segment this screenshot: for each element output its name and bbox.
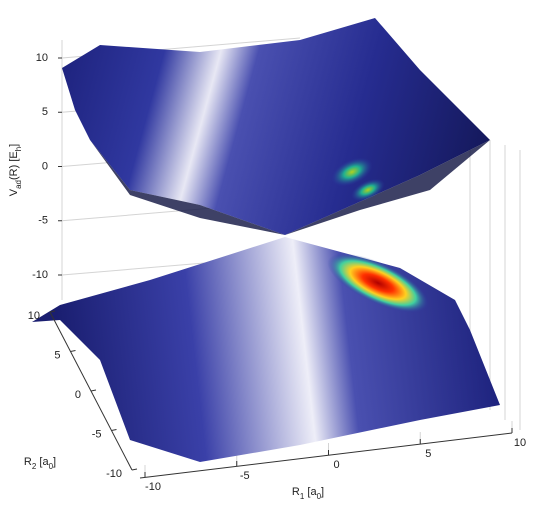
y-tick-label: 5 [54, 349, 60, 361]
label-part: R [292, 486, 300, 498]
label-part: 1 [300, 492, 305, 501]
z-tick-label: 10 [36, 52, 48, 64]
label-part: h [14, 147, 23, 151]
label-part: [a [36, 456, 49, 468]
z-tick-label: -10 [32, 269, 48, 281]
label-part: [a [304, 486, 317, 498]
upper-surface [62, 18, 490, 235]
x-axis-label: R1 [a0] [292, 486, 324, 501]
z-tick-label: 5 [42, 106, 48, 118]
label-part: ] [53, 456, 56, 468]
lower-surface [32, 237, 500, 462]
label-part: ad [14, 180, 23, 189]
lower-peak [327, 253, 429, 313]
label-part: V [8, 188, 20, 196]
tick-mark [131, 468, 138, 471]
y-tick-label: -5 [92, 428, 102, 440]
x-tick-label: 10 [514, 437, 526, 449]
y-tick-label: 10 [28, 310, 40, 322]
tick-mark [49, 310, 56, 313]
x-tick-label: 5 [425, 448, 431, 460]
label-part: (R) [E [8, 151, 20, 180]
upper-peak [331, 157, 373, 187]
z-tick-label: -5 [38, 215, 48, 227]
label-part: R [24, 456, 32, 468]
label-part: ] [321, 486, 324, 498]
z-axis-label: Vad(R) [Eh] [8, 144, 23, 197]
label-part: 0 [49, 462, 54, 471]
tick-mark [90, 389, 97, 392]
y-axis-label: R2 [a0] [24, 456, 56, 471]
x-tick-label: -5 [240, 470, 250, 482]
tick-mark [111, 429, 117, 431]
label-part: 0 [317, 492, 322, 501]
upper-surface-underside [90, 140, 490, 235]
label-part: 2 [32, 462, 37, 471]
z-tick-label: 0 [42, 160, 48, 172]
y-tick-label: 0 [75, 389, 81, 401]
label-part: ] [8, 144, 20, 147]
x-tick-label: -10 [145, 481, 161, 493]
y-tick-label: -10 [106, 468, 122, 480]
upper-peak [351, 178, 385, 202]
tick-mark [70, 350, 76, 352]
x-tick-label: 0 [333, 459, 339, 471]
